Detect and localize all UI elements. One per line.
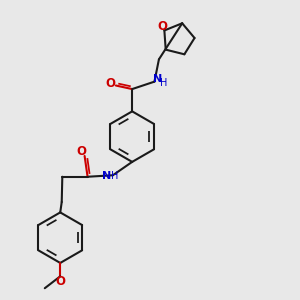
Text: O: O xyxy=(55,274,65,288)
Text: O: O xyxy=(157,20,167,33)
Text: H: H xyxy=(160,77,167,88)
Text: H: H xyxy=(111,171,118,181)
Text: N: N xyxy=(102,171,111,181)
Text: O: O xyxy=(106,77,116,90)
Text: N: N xyxy=(153,74,163,84)
Text: O: O xyxy=(76,145,86,158)
